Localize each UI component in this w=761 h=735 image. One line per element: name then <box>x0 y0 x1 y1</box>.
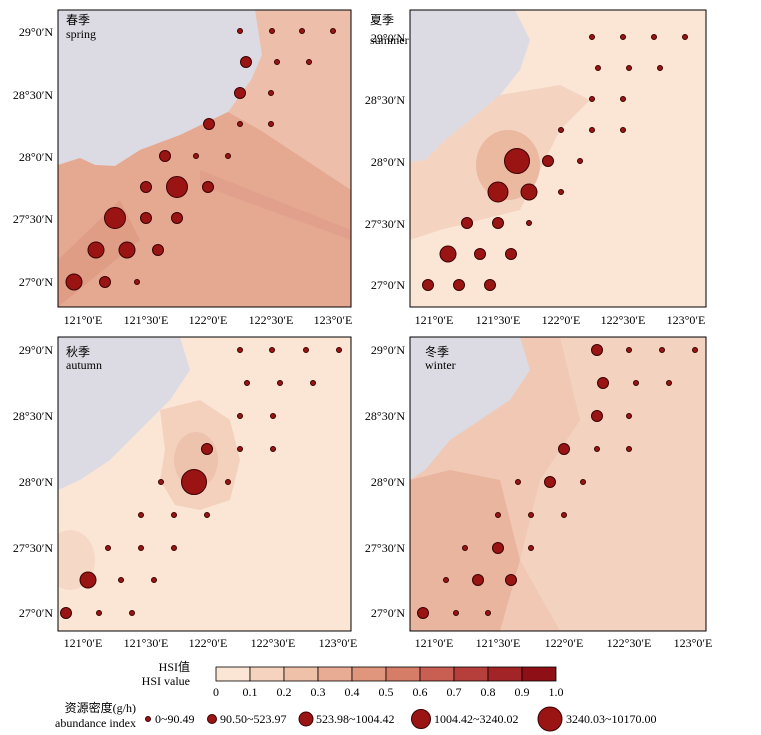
svg-text:28°30′N: 28°30′N <box>13 88 53 102</box>
svg-text:29°0′N: 29°0′N <box>19 25 53 39</box>
season-en: autumn <box>66 358 102 372</box>
svg-text:122°0′E: 122°0′E <box>189 313 228 327</box>
lat-axis-summer: 29°0′N 28°30′N 28°0′N 27°30′N 27°0′N <box>365 31 405 292</box>
season-cn: 春季 <box>66 13 90 27</box>
lon-axis-spring: 121°0′E 121°30′E 122°0′E 122°30′E 123°0′… <box>64 313 353 327</box>
svg-text:123°0′E: 123°0′E <box>674 636 713 650</box>
svg-text:29°0′N: 29°0′N <box>371 31 405 45</box>
hsi-title-en: HSI value <box>142 674 190 688</box>
svg-text:122°30′E: 122°30′E <box>251 636 296 650</box>
season-cn: 秋季 <box>66 345 90 359</box>
season-en: summer <box>370 33 409 47</box>
svg-text:122°30′E: 122°30′E <box>249 313 294 327</box>
abundance-dot-5 <box>537 706 563 732</box>
svg-text:0: 0 <box>213 685 219 699</box>
abundance-dot-3 <box>298 711 314 727</box>
abundance-label-1: 0~90.49 <box>155 712 195 726</box>
stations-winter <box>417 344 698 619</box>
abundance-label-2: 90.50~523.97 <box>220 712 287 726</box>
svg-text:122°0′E: 122°0′E <box>189 636 228 650</box>
abundance-dot-4 <box>411 709 431 729</box>
svg-text:121°0′E: 121°0′E <box>415 636 454 650</box>
season-cn: 夏季 <box>370 13 394 27</box>
hsi-title-cn: HSI值 <box>159 659 190 674</box>
lat-axis-spring: 29°0′N 28°30′N 28°0′N 27°30′N 27°0′N <box>13 25 53 289</box>
abundance-title-en: abundance index <box>55 716 136 730</box>
abundance-label-5: 3240.03~10170.00 <box>566 712 657 726</box>
season-cn: 冬季 <box>425 344 449 359</box>
svg-text:27°30′N: 27°30′N <box>365 541 405 555</box>
lat-axis-autumn: 29°0′N 28°30′N 28°0′N 27°30′N 27°0′N <box>13 343 53 620</box>
panel-summer: 夏季 summer 29°0′N 28°30′N 28°0′N 27°30′N … <box>365 9 707 327</box>
panel-spring: 春季 spring 29°0′N 28°30′N 28°0′N 27°30′N … <box>13 9 353 327</box>
svg-text:27°0′N: 27°0′N <box>371 606 405 620</box>
season-en: winter <box>425 358 456 372</box>
svg-text:28°30′N: 28°30′N <box>13 409 53 423</box>
svg-text:28°30′N: 28°30′N <box>365 409 405 423</box>
svg-text:0.2: 0.2 <box>277 685 292 699</box>
stations-spring <box>65 28 336 291</box>
stations-autumn <box>60 347 342 619</box>
svg-text:0.4: 0.4 <box>345 685 360 699</box>
svg-text:27°0′N: 27°0′N <box>371 278 405 292</box>
legend-season-autumn: 秋季 autumn <box>66 345 102 372</box>
svg-text:0.7: 0.7 <box>447 685 462 699</box>
svg-text:0.3: 0.3 <box>311 685 326 699</box>
svg-text:29°0′N: 29°0′N <box>371 343 405 357</box>
svg-text:122°30′E: 122°30′E <box>601 313 646 327</box>
svg-text:121°0′E: 121°0′E <box>415 313 454 327</box>
panel-winter: 冬季 winter 29°0′N 28°30′N 28°0′N 27°30′N … <box>365 336 713 650</box>
svg-text:123°0′E: 123°0′E <box>319 636 358 650</box>
abundance-dot-1 <box>145 716 151 722</box>
lon-axis-summer: 121°0′E 121°30′E 122°0′E 122°30′E 123°0′… <box>415 313 706 327</box>
legend-season-summer: 夏季 summer <box>370 13 409 47</box>
svg-text:0.9: 0.9 <box>515 685 530 699</box>
svg-text:29°0′N: 29°0′N <box>19 343 53 357</box>
svg-text:121°30′E: 121°30′E <box>476 636 521 650</box>
svg-text:0.5: 0.5 <box>379 685 394 699</box>
svg-text:27°30′N: 27°30′N <box>365 217 405 231</box>
svg-text:0.6: 0.6 <box>413 685 428 699</box>
svg-text:0.8: 0.8 <box>481 685 496 699</box>
svg-text:28°30′N: 28°30′N <box>365 93 405 107</box>
svg-text:122°0′E: 122°0′E <box>545 636 584 650</box>
svg-text:121°0′E: 121°0′E <box>64 313 103 327</box>
svg-text:121°30′E: 121°30′E <box>124 313 169 327</box>
legend-season-spring: 春季 spring <box>66 13 96 41</box>
svg-text:122°30′E: 122°30′E <box>607 636 652 650</box>
abundance-label-4: 1004.42~3240.02 <box>434 712 519 726</box>
panel-autumn: 秋季 autumn 29°0′N 28°30′N 28°0′N 27°30′N … <box>13 336 358 650</box>
svg-text:27°0′N: 27°0′N <box>19 275 53 289</box>
svg-text:1.0: 1.0 <box>549 685 564 699</box>
legend-abundance: 资源密度(g/h) abundance index 0~90.49 90.50~… <box>55 700 657 732</box>
abundance-title-cn: 资源密度(g/h) <box>65 700 136 715</box>
legend-hsi: HSI值 HSI value 0 0.1 0.2 0.3 0.4 0.5 0.6… <box>142 659 564 699</box>
legend-season-winter: 冬季 winter <box>425 344 456 372</box>
svg-text:27°30′N: 27°30′N <box>13 541 53 555</box>
svg-text:121°30′E: 121°30′E <box>124 636 169 650</box>
svg-text:123°0′E: 123°0′E <box>667 313 706 327</box>
svg-text:121°30′E: 121°30′E <box>476 313 521 327</box>
stations-summer <box>422 34 688 291</box>
svg-text:28°0′N: 28°0′N <box>19 475 53 489</box>
svg-text:27°0′N: 27°0′N <box>19 606 53 620</box>
abundance-label-3: 523.98~1004.42 <box>316 712 395 726</box>
svg-text:123°0′E: 123°0′E <box>314 313 353 327</box>
lon-axis-autumn: 121°0′E 121°30′E 122°0′E 122°30′E 123°0′… <box>64 636 358 650</box>
svg-text:0.1: 0.1 <box>243 685 258 699</box>
svg-text:122°0′E: 122°0′E <box>542 313 581 327</box>
svg-text:28°0′N: 28°0′N <box>371 155 405 169</box>
season-en: spring <box>66 27 96 41</box>
abundance-dot-2 <box>207 714 217 724</box>
hsi-ticks: 0 0.1 0.2 0.3 0.4 0.5 0.6 0.7 0.8 0.9 1.… <box>213 685 564 699</box>
lat-axis-winter: 29°0′N 28°30′N 28°0′N 27°30′N 27°0′N <box>365 343 405 620</box>
svg-text:121°0′E: 121°0′E <box>64 636 103 650</box>
svg-text:27°30′N: 27°30′N <box>13 212 53 226</box>
lon-axis-winter: 121°0′E 121°30′E 122°0′E 122°30′E 123°0′… <box>415 636 713 650</box>
hsi-color-bar <box>215 666 557 682</box>
svg-text:28°0′N: 28°0′N <box>19 150 53 164</box>
svg-text:28°0′N: 28°0′N <box>371 475 405 489</box>
